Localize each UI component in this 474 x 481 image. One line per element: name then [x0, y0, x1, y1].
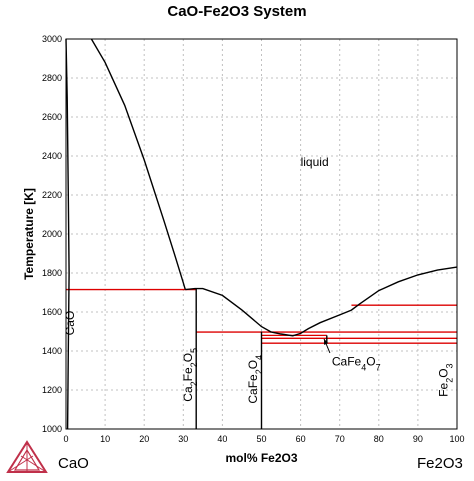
fe2o3-label: Fe2O3: [437, 363, 455, 396]
chart-title: CaO-Fe2O3 System: [167, 3, 307, 20]
left-endmember-label: CaO: [58, 455, 89, 472]
y-tick-label: 1800: [42, 268, 62, 278]
ca2fe2o5-label: Ca2Fe2O5: [181, 348, 199, 402]
liquid-label: liquid: [301, 155, 329, 169]
y-tick-label: 1600: [42, 307, 62, 317]
x-tick-label: 40: [217, 434, 227, 444]
y-axis-label: Temperature [K]: [22, 188, 36, 280]
plot-frame: [65, 38, 458, 430]
software-logo-icon: [6, 440, 48, 473]
cafe2o4-label: CaFe2O4: [246, 355, 264, 404]
y-tick-label: 2800: [42, 73, 62, 83]
x-tick-label: 90: [413, 434, 423, 444]
y-tick-label: 2000: [42, 229, 62, 239]
x-tick-label: 10: [100, 434, 110, 444]
x-tick-label: 80: [374, 434, 384, 444]
right-endmember-label: Fe2O3: [417, 455, 463, 472]
x-tick-label: 30: [178, 434, 188, 444]
phase-lines: [65, 38, 458, 430]
axis-ticks: 0 10 20 30 40 50 60 70 80 90 100 1000 1200 1400 1600 18…: [42, 34, 465, 444]
y-tick-label: 1200: [42, 385, 62, 395]
y-tick-label: 2600: [42, 112, 62, 122]
x-tick-label: 100: [449, 434, 464, 444]
y-tick-label: 3000: [42, 34, 62, 44]
cao-solvus-line: [65, 38, 70, 430]
x-tick-label: 0: [63, 434, 68, 444]
annotations: liquid CaO Ca2Fe2O5 CaFe2O4 CaFe4O7 Fe2O3: [63, 155, 455, 404]
cafe4o7-label: CaFe4O7: [332, 355, 381, 373]
liquidus-curve: [90, 38, 186, 290]
x-tick-label: 60: [296, 434, 306, 444]
x-axis-label: mol% Fe2O3: [225, 451, 297, 465]
y-tick-label: 1400: [42, 346, 62, 356]
y-tick-label: 2200: [42, 190, 62, 200]
y-tick-label: 2400: [42, 151, 62, 161]
liquidus-curve: [271, 266, 458, 337]
cao-label: CaO: [63, 311, 77, 336]
x-tick-label: 20: [139, 434, 149, 444]
liquidus-curve: [185, 287, 272, 333]
pointer-arrowhead: [324, 338, 329, 345]
x-tick-label: 70: [335, 434, 345, 444]
y-tick-label: 1000: [42, 424, 62, 434]
x-tick-label: 50: [256, 434, 266, 444]
